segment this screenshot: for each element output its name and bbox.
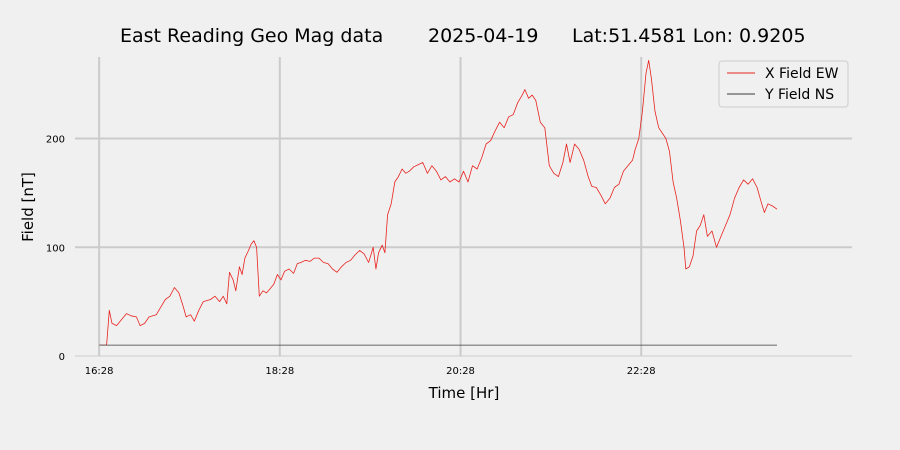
legend-label-y-field: Y Field NS	[764, 87, 834, 103]
x-tick-label-0: 16:28	[85, 366, 114, 377]
chart-title-location: Lat:51.4581 Lon: 0.9205	[572, 25, 806, 47]
x-tick-label-2: 20:28	[446, 366, 475, 377]
chart-title-station: East Reading Geo Mag data	[120, 25, 383, 47]
y-tick-label-2: 200	[46, 135, 65, 146]
series-lines	[99, 59, 778, 346]
series-line-0	[99, 59, 778, 346]
y-axis-label: Field [nT]	[19, 172, 37, 242]
legend: X Field EW Y Field NS	[718, 60, 849, 108]
x-tick-label-1: 18:28	[265, 366, 294, 377]
tick-labels: 16:28 18:28 20:28 22:28 0 100 200	[46, 135, 656, 377]
grid	[75, 57, 852, 356]
chart-title-date: 2025-04-19	[428, 25, 538, 47]
x-tick-label-3: 22:28	[627, 366, 656, 377]
x-axis-label: Time [Hr]	[428, 384, 500, 402]
y-tick-label-0: 0	[59, 352, 65, 363]
y-tick-label-1: 100	[46, 243, 65, 254]
legend-label-x-field: X Field EW	[765, 66, 839, 82]
